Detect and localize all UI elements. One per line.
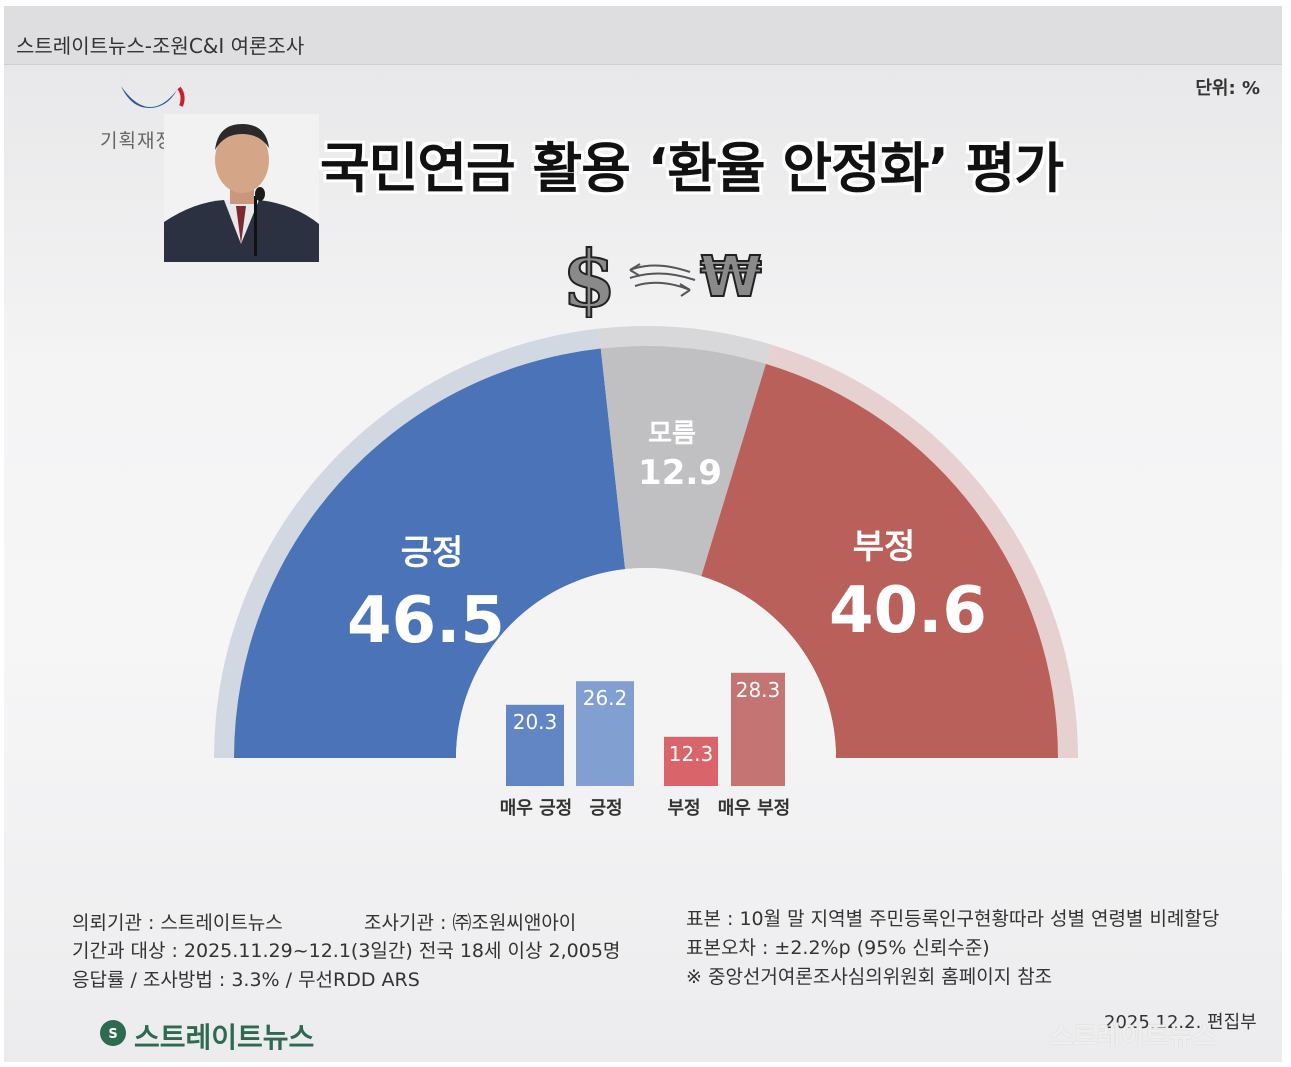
main-title: 국민연금 활용 ‘환율 안정화’ 평가	[320, 137, 1064, 200]
exchange-arrows-icon	[629, 263, 696, 297]
bar-value-label-negative: 12.3	[669, 742, 714, 766]
svg-text:S: S	[108, 1027, 117, 1042]
survey-source: 스트레이트뉴스-조원C&I 여론조사	[16, 34, 305, 58]
bar-value-label-very-negative: 28.3	[736, 678, 781, 702]
footer-period: 기간과 대상 : 2025.11.29~12.1(3일간) 전국 18세 이상 …	[72, 940, 621, 962]
bar-category-label-very-positive: 매우 긍정	[500, 798, 573, 819]
bar-category-label-positive: 긍정	[589, 798, 622, 819]
survey-chart: 긍정 46.5 모름 12.9 부정 40.6 20.3 26.2 12.3 28.3 매우 긍정 긍…	[214, 325, 1078, 819]
brand-logo-icon: S	[100, 1020, 126, 1046]
watermark: 스트레이트뉴스	[1049, 1022, 1217, 1052]
donut-slice-negative	[701, 363, 1058, 758]
donut-category-label-unknown: 모름	[648, 419, 696, 449]
header-bar: 스트레이트뉴스-조원C&I 여론조사	[4, 6, 1282, 65]
donut-slice-positive	[234, 348, 626, 758]
footer-error: 표본오차 : ±2.2%p (95% 신뢰수준)	[686, 937, 990, 959]
bar-category-label-very-negative: 매우 부정	[718, 798, 791, 819]
donut-track-positive	[214, 328, 601, 758]
footer-agency: 조사기관 : ㈜조원씨앤아이	[364, 912, 577, 934]
bar-positive	[576, 681, 634, 786]
bar-very-negative	[731, 672, 785, 786]
donut-value-label-unknown: 12.9	[638, 453, 722, 493]
footer-sample: 표본 : 10월 말 지역별 주민등록인구현황따라 성별 연령별 비례할당	[686, 908, 1220, 930]
unit-label: 단위: %	[1195, 78, 1260, 99]
ministry-logo-icon	[121, 86, 185, 108]
donut-category-label-positive: 긍정	[401, 533, 464, 573]
donut-value-label-negative: 40.6	[829, 574, 987, 648]
donut-slice-unknown	[600, 346, 766, 577]
bar-value-label-positive: 26.2	[583, 686, 628, 710]
footer-date: 2025.12.2. 편집부	[1104, 1012, 1257, 1033]
donut-track-negative	[765, 344, 1078, 758]
donut-value-label-positive: 46.5	[347, 584, 505, 658]
donut-category-label-negative: 부정	[853, 527, 916, 567]
dollar-icon: $	[562, 234, 616, 318]
footer-note: ※ 중앙선거여론조사심의위원회 홈페이지 참조	[686, 966, 1053, 988]
bar-negative	[664, 736, 718, 786]
bar-very-positive	[506, 704, 564, 786]
won-icon: ₩	[700, 245, 762, 310]
donut-track-unknown	[598, 325, 772, 364]
speaker-photo-icon	[164, 114, 319, 262]
currency-exchange-icon: $ ₩	[561, 234, 763, 318]
footer-client: 의뢰기관 : 스트레이트뉴스	[72, 912, 283, 934]
brand-name: 스트레이트뉴스	[134, 1021, 315, 1054]
bar-value-label-very-positive: 20.3	[513, 710, 558, 734]
bar-category-label-negative: 부정	[667, 798, 700, 819]
infographic: 스트레이트뉴스-조원C&I 여론조사 단위: % 기획재정부 국민연금 활용 ‘…	[4, 6, 1282, 1062]
footer-method: 응답률 / 조사방법 : 3.3% / 무선RDD ARS	[72, 969, 420, 991]
